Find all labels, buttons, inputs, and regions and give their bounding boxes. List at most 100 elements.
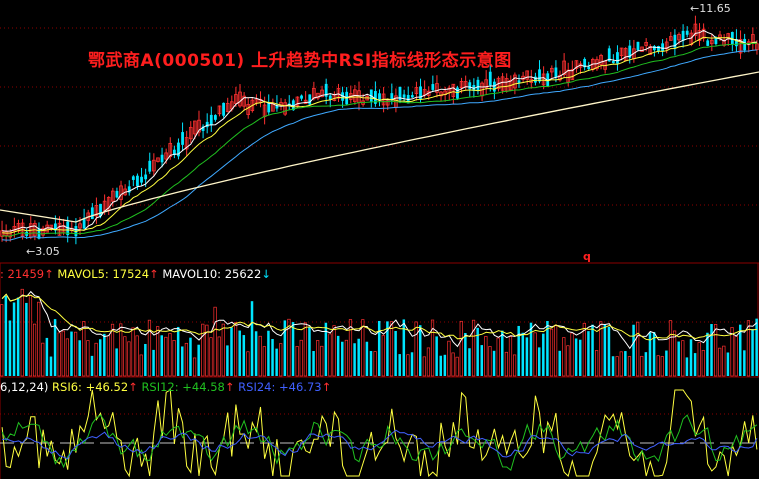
volume-bar bbox=[176, 326, 180, 376]
rsi24-line bbox=[1, 429, 758, 460]
candle-body bbox=[225, 103, 230, 112]
volume-bar bbox=[726, 352, 730, 376]
volume-bars bbox=[0, 288, 758, 377]
candle-body bbox=[324, 83, 328, 97]
volume-bar bbox=[607, 326, 611, 376]
candle-body bbox=[267, 102, 271, 113]
rsi12-value: +44.58 bbox=[182, 380, 225, 394]
volume-bar bbox=[640, 355, 644, 377]
volume-bar bbox=[230, 327, 233, 376]
volume-bar bbox=[471, 319, 476, 377]
volume-bar bbox=[258, 335, 262, 377]
volume-bar bbox=[718, 347, 722, 377]
candle-body bbox=[738, 39, 743, 54]
volume-bar bbox=[508, 336, 513, 377]
volume-bar bbox=[312, 351, 315, 376]
volume-bar bbox=[78, 340, 81, 376]
marker-label: q bbox=[583, 250, 591, 263]
mavol5-value: 17524 bbox=[112, 267, 150, 281]
candle-body bbox=[49, 224, 54, 230]
ma20-line bbox=[2, 42, 757, 237]
volume-bar bbox=[677, 341, 680, 376]
candle-body bbox=[378, 93, 381, 101]
volume-bar bbox=[291, 322, 295, 376]
volume-bar bbox=[189, 337, 192, 376]
volume-bar bbox=[246, 351, 250, 377]
volume-bar bbox=[464, 332, 467, 376]
ma60-line bbox=[0, 71, 759, 223]
rsi-params: 6,12,24) bbox=[0, 380, 49, 394]
volume-bar bbox=[603, 324, 607, 376]
candle-body bbox=[402, 94, 406, 98]
volume-bar bbox=[127, 341, 131, 377]
volume-bar bbox=[529, 322, 533, 376]
volume-bar bbox=[365, 341, 369, 376]
candle-body bbox=[616, 52, 619, 64]
volume-bar bbox=[369, 350, 373, 376]
volume-bar bbox=[320, 345, 324, 377]
candle-body bbox=[693, 23, 698, 36]
volume-bar bbox=[693, 353, 697, 376]
volume-bar bbox=[689, 339, 693, 376]
rsi12-line bbox=[1, 414, 758, 472]
candle-body bbox=[275, 105, 279, 109]
volume-bar bbox=[201, 323, 205, 377]
low-price-value: 3.05 bbox=[35, 245, 60, 258]
volume-bar bbox=[262, 346, 266, 377]
candle-body bbox=[640, 46, 644, 52]
candle-body bbox=[611, 60, 615, 64]
volume-bar bbox=[82, 321, 86, 377]
candle-body bbox=[78, 223, 82, 229]
candle-body bbox=[468, 82, 472, 90]
candle-body bbox=[213, 115, 217, 120]
mavol5-label: MAVOL5: bbox=[57, 267, 109, 281]
candle-body bbox=[291, 100, 295, 111]
candle-body bbox=[710, 39, 714, 45]
candle-body bbox=[160, 154, 164, 163]
candle-body bbox=[735, 39, 738, 47]
volume-bar bbox=[316, 340, 320, 377]
candle-body bbox=[451, 83, 456, 97]
volume-bar bbox=[336, 335, 340, 376]
volume-bar bbox=[443, 354, 447, 376]
candle-body bbox=[484, 79, 488, 88]
candle-body bbox=[41, 227, 45, 236]
rsi24-arrow-icon: ↑ bbox=[321, 380, 332, 394]
candle-body bbox=[82, 218, 86, 229]
candle-body bbox=[242, 95, 246, 107]
volume-bar bbox=[558, 350, 561, 376]
volume-bar bbox=[353, 343, 356, 376]
volume-bar bbox=[25, 302, 28, 376]
volume-bar bbox=[234, 322, 238, 377]
volume-bar bbox=[381, 335, 385, 377]
volume-bar bbox=[152, 349, 155, 376]
volume-bar bbox=[480, 345, 484, 376]
volume-bar bbox=[226, 345, 229, 376]
candle-body bbox=[246, 104, 251, 115]
candle-body bbox=[152, 159, 156, 172]
rsi6-label: RSI6: bbox=[52, 380, 82, 394]
volume-bar bbox=[250, 301, 254, 376]
volume-bar bbox=[160, 335, 164, 376]
chart-title: 鄂武商A(000501) 上升趋势中RSI指标线形态示意图 bbox=[88, 51, 512, 71]
volume-bar bbox=[706, 332, 709, 376]
ma10-line bbox=[2, 36, 757, 234]
candle-body bbox=[525, 70, 529, 80]
moving-average-lines bbox=[0, 29, 759, 241]
volume-bar bbox=[271, 338, 274, 376]
volume-bar bbox=[32, 323, 37, 377]
volume-bar bbox=[595, 350, 599, 377]
volume-bar bbox=[422, 356, 426, 377]
volume-header: : 21459↑ MAVOL5: 17524↑ MAVOL10: 25622↓ bbox=[0, 267, 271, 281]
candle-body bbox=[628, 45, 632, 58]
rsi6-arrow-icon: ↑ bbox=[128, 380, 138, 394]
candle-body bbox=[12, 226, 17, 232]
volume-bar bbox=[209, 337, 213, 377]
volume-bar bbox=[665, 350, 668, 376]
volume-bar bbox=[644, 352, 648, 376]
volume-bar bbox=[37, 301, 41, 377]
candle-body bbox=[701, 28, 706, 39]
volume-bar bbox=[426, 347, 431, 377]
volume-bar bbox=[476, 327, 479, 376]
